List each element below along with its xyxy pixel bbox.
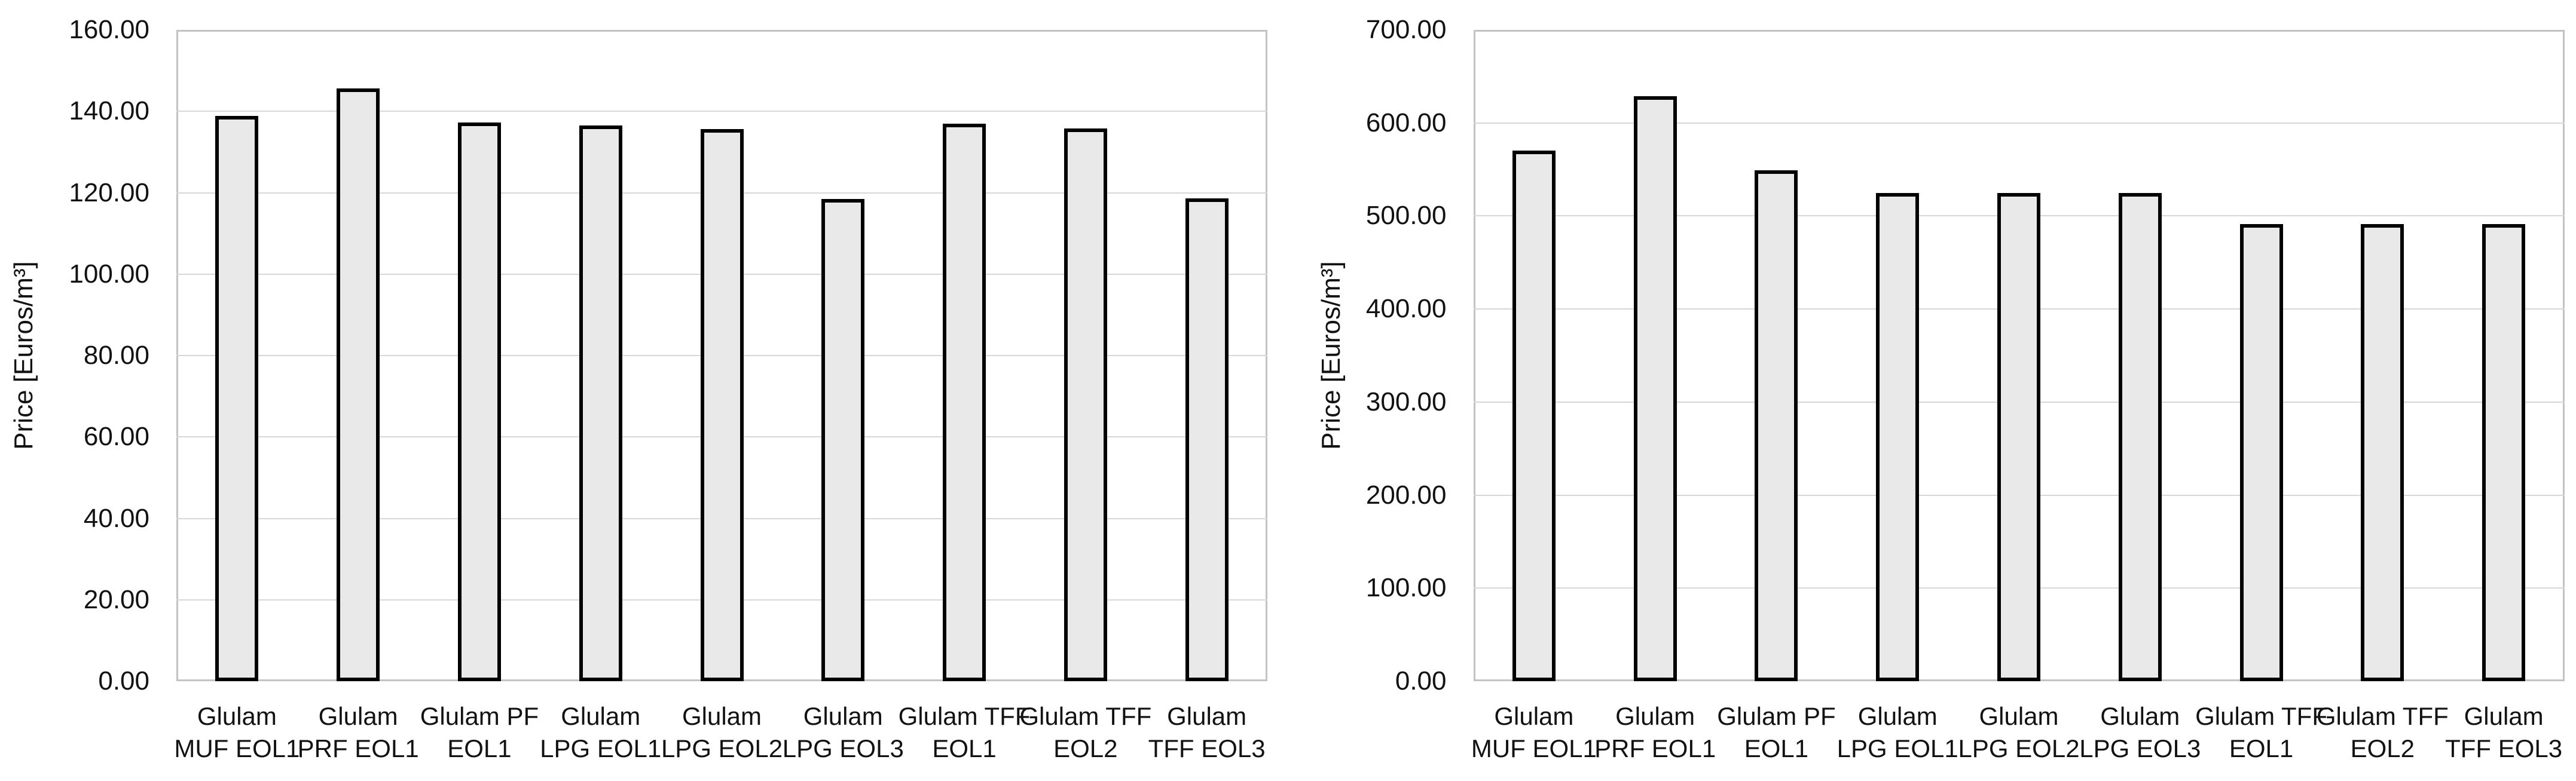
y-tick-label: 300.00	[1365, 387, 1447, 416]
x-category-label: Glulam LPG EOL3	[782, 702, 904, 762]
y-tick-label: 100.00	[1365, 573, 1447, 603]
bar	[1633, 96, 1677, 681]
x-category-label: Glulam TFF EOL2	[2316, 702, 2449, 762]
y-tick-label: 80.00	[83, 341, 149, 370]
x-category-label: Glulam LPG EOL3	[2079, 702, 2201, 762]
y-tick-label: 160.00	[69, 15, 149, 44]
x-category-label: Glulam LPG EOL2	[1958, 702, 2080, 762]
y-tick-label: 20.00	[83, 584, 149, 614]
y-tick-label: 0.00	[1395, 666, 1447, 696]
y-tick-label: 400.00	[1365, 294, 1447, 324]
x-category-label: Glulam TFF EOL2	[1019, 702, 1152, 762]
x-category-label: Glulam MUF EOL1	[1471, 702, 1597, 762]
right-price-chart: Price [Euros/m³] 0.00 100.00 200.00 300.00 4…	[1288, 0, 2576, 781]
gridline	[176, 111, 1267, 112]
y-axis-title: Price [Euros/m³]	[1316, 261, 1346, 450]
bar	[821, 199, 865, 681]
bar	[1064, 128, 1107, 681]
bar	[1185, 198, 1229, 681]
x-category-label: Glulam LPG EOL1	[1836, 702, 1958, 762]
x-category-label: Glulam LPG EOL1	[540, 702, 662, 762]
y-tick-label: 60.00	[83, 422, 149, 452]
y-tick-label: 700.00	[1365, 15, 1447, 44]
bar	[1512, 151, 1556, 681]
bar	[2482, 224, 2526, 681]
y-tick-label: 0.00	[98, 666, 149, 696]
bar	[1755, 170, 1798, 681]
x-category-label: Glulam PRF EOL1	[297, 702, 419, 762]
y-tick-label: 140.00	[69, 96, 149, 126]
bar	[579, 125, 622, 681]
x-category-label: Glulam PF EOL1	[420, 702, 539, 762]
bar	[215, 115, 259, 681]
x-category-label: Glulam PF EOL1	[1717, 702, 1836, 762]
gridline	[1473, 122, 2565, 124]
bar	[700, 129, 744, 681]
bar	[457, 122, 501, 681]
bar	[337, 88, 380, 681]
x-category-label: Glulam TFF EOL3	[2445, 702, 2563, 762]
bar	[1876, 192, 1920, 681]
x-category-label: Glulam TFF EOL1	[2195, 702, 2328, 762]
bar	[2118, 192, 2162, 681]
x-category-label: Glulam LPG EOL2	[661, 702, 783, 762]
y-tick-label: 600.00	[1365, 108, 1447, 137]
y-tick-label: 100.00	[69, 259, 149, 289]
x-category-label: Glulam TFF EOL3	[1148, 702, 1266, 762]
bar	[2239, 224, 2283, 681]
x-category-label: Glulam TFF EOL1	[898, 702, 1031, 762]
x-category-label: Glulam PRF EOL1	[1594, 702, 1716, 762]
y-tick-label: 500.00	[1365, 201, 1447, 231]
bar	[2361, 224, 2404, 681]
left-price-chart: Price [Euros/m³] 0.00 20.00 40.00 60.00 80.0…	[9, 15, 1267, 762]
y-tick-label: 200.00	[1365, 480, 1447, 510]
bar	[943, 123, 986, 681]
y-tick-label: 120.00	[69, 177, 149, 207]
y-tick-label: 40.00	[83, 503, 149, 533]
x-category-label: Glulam MUF EOL1	[174, 702, 300, 762]
bar	[1997, 192, 2040, 681]
